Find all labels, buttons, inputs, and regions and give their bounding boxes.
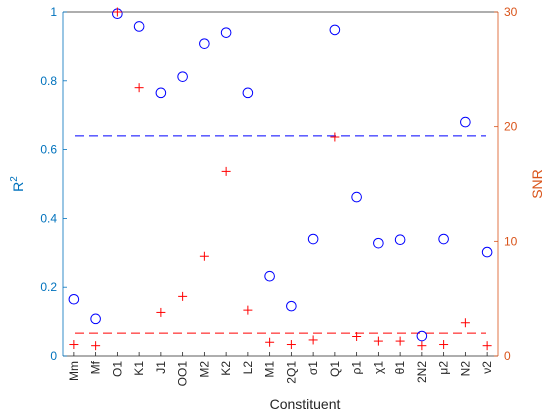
snr-point xyxy=(373,336,383,346)
reference-lines xyxy=(75,135,486,334)
y-right-tick-label: 30 xyxy=(504,5,518,19)
x-axis-ticks: Mm Mf O1 K1 J1 OO1 M2 K2 L2 M1 2Q1 σ1 Q1 ρ1 χ1 θ1 2N2 μ2 N… xyxy=(67,352,494,386)
snr-point xyxy=(243,305,253,315)
snr-point xyxy=(69,340,79,350)
snr-point xyxy=(308,335,318,345)
y-right-tick-label: 20 xyxy=(504,120,518,134)
snr-point xyxy=(286,340,296,350)
r2-point xyxy=(416,330,428,342)
y-right-tick-label: 10 xyxy=(504,234,518,248)
y-left-tick-label: 0.6 xyxy=(40,143,57,157)
right-axis-ticks: 0 10 20 30 xyxy=(494,5,518,363)
snr-point xyxy=(265,337,275,347)
snr-point xyxy=(199,251,209,261)
x-tick-label: M2 xyxy=(197,361,211,378)
x-tick-label: K1 xyxy=(132,361,146,376)
x-tick-label: OO1 xyxy=(176,361,190,387)
y-axis-left-label-sup: 2 xyxy=(9,176,20,182)
x-tick-label: μ2 xyxy=(437,361,451,375)
x-tick-label: M1 xyxy=(263,361,277,378)
r2-point xyxy=(460,116,471,128)
r2-point xyxy=(155,87,167,99)
snr-point xyxy=(330,132,340,142)
plot-frame xyxy=(62,11,499,357)
left-axis-ticks: 0 0.2 0.4 0.6 0.8 1 xyxy=(40,5,67,363)
r2-point xyxy=(329,24,341,36)
x-tick-label: Q1 xyxy=(328,361,342,377)
y-right-tick-label: 0 xyxy=(504,349,511,363)
x-tick-label: 2Q1 xyxy=(284,361,298,384)
x-tick-label: K2 xyxy=(219,361,233,376)
r2-point xyxy=(90,313,101,325)
snr-point xyxy=(439,340,449,350)
r2-point xyxy=(394,234,406,246)
y-left-tick-label: 0.4 xyxy=(40,211,57,225)
x-tick-label: N2 xyxy=(458,361,472,377)
r2-point xyxy=(481,246,493,258)
snr-point xyxy=(134,83,144,93)
y-axis-left-label-base: R xyxy=(10,182,26,192)
r2-point xyxy=(220,27,232,38)
r2-point xyxy=(373,237,384,249)
r2-series xyxy=(68,8,493,342)
y-left-tick-label: 0 xyxy=(50,349,57,363)
r2-point xyxy=(177,71,188,82)
r2-point xyxy=(133,21,145,32)
x-axis-label: Constituent xyxy=(270,396,341,412)
y-left-tick-label: 1 xyxy=(50,5,57,19)
snr-point xyxy=(460,318,470,328)
x-tick-label: O1 xyxy=(110,361,124,377)
x-tick-label: σ1 xyxy=(306,361,320,375)
y-left-tick-label: 0.2 xyxy=(40,280,57,294)
snr-point xyxy=(91,341,101,351)
x-tick-label: L2 xyxy=(241,361,255,375)
x-tick-label: Mf xyxy=(89,360,103,374)
snr-point xyxy=(352,332,362,342)
x-tick-label: ρ1 xyxy=(350,361,364,375)
snr-point xyxy=(417,341,427,351)
snr-point xyxy=(482,341,492,351)
r2-point xyxy=(307,233,319,245)
snr-point xyxy=(112,7,122,17)
x-tick-label: θ1 xyxy=(393,361,407,375)
snr-series xyxy=(69,7,492,351)
x-tick-label: ν2 xyxy=(480,361,494,374)
r2-point xyxy=(264,270,275,282)
x-tick-label: 2N2 xyxy=(415,361,429,383)
x-tick-label: J1 xyxy=(154,361,168,374)
x-tick-label: Mm xyxy=(67,361,81,381)
snr-point xyxy=(395,336,405,346)
snr-point xyxy=(221,166,231,176)
snr-point xyxy=(156,307,166,317)
r2-point xyxy=(242,87,254,99)
x-tick-label: χ1 xyxy=(371,361,385,374)
r2-point xyxy=(286,300,297,312)
y-left-tick-label: 0.8 xyxy=(40,74,57,88)
r2-point xyxy=(199,38,210,49)
snr-point xyxy=(178,291,188,301)
y-axis-right-label: SNR xyxy=(529,169,545,199)
r2-point xyxy=(438,233,449,245)
y-axis-left-label: R2 xyxy=(9,176,26,192)
r2-point xyxy=(68,293,80,305)
r2-point xyxy=(351,191,362,203)
